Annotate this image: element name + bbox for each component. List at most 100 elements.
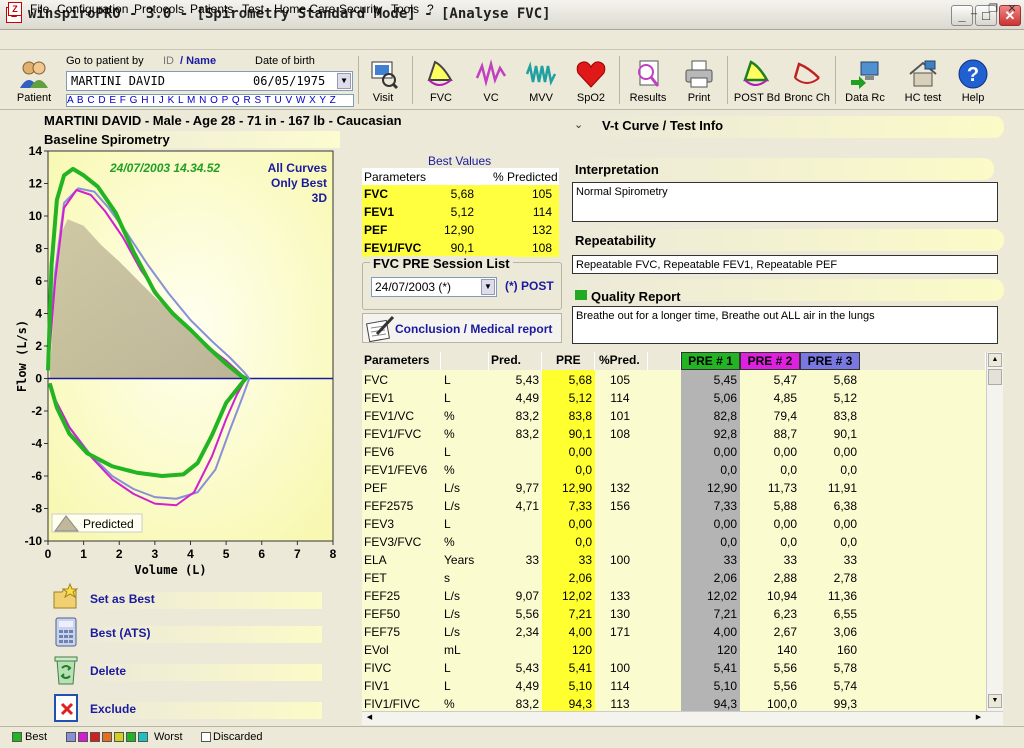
maximize-button[interactable]: □ (975, 5, 997, 26)
chevron-double-down-icon[interactable]: ⌄ (574, 119, 584, 131)
th-unit[interactable] (441, 352, 489, 370)
vc-button[interactable]: VC (465, 58, 517, 104)
post-bd-button[interactable]: POST Bd (731, 58, 783, 104)
table-cell: 5,68 (568, 373, 592, 387)
legend-worst-swatch (102, 732, 112, 742)
th-pre-1[interactable]: PRE # 1 (681, 352, 740, 370)
th-pred[interactable]: Pred. (489, 352, 542, 370)
results-button[interactable]: Results (622, 58, 674, 104)
hc-test-button[interactable]: HC test (897, 58, 949, 104)
patient-select[interactable]: MARTINI DAVID 06/05/1975 ▼ (66, 71, 353, 91)
th-pre-2[interactable]: PRE # 2 (740, 352, 800, 370)
vt-curve-bar[interactable] (594, 116, 1004, 138)
table-row[interactable]: FEV6 L 0,00 0,00 0,00 0,00 (362, 442, 986, 460)
alphabet-index[interactable]: A B C D E F G H I J K L M N O P Q R S T … (66, 94, 354, 107)
table-cell: 0,00 (773, 445, 797, 459)
table-row[interactable]: PEF L/s 9,77 12,90 132 12,90 11,73 11,91 (362, 478, 986, 496)
menu-help[interactable]: ? (427, 2, 434, 16)
chart-option-3d[interactable]: 3D (312, 191, 328, 205)
minimize-button[interactable]: _ (951, 5, 973, 26)
table-row[interactable]: FVC L 5,43 5,68 105 5,45 5,47 5,68 (362, 370, 986, 388)
table-row[interactable]: FET s 2,06 2,06 2,88 2,78 (362, 568, 986, 586)
spo2-button[interactable]: SpO2 (565, 58, 617, 104)
table-row[interactable]: ELA Years 33 33 100 33 33 33 (362, 550, 986, 568)
quality-bar (570, 279, 1004, 301)
table-row[interactable]: FIVC L 5,43 5,41 100 5,41 5,56 5,78 (362, 658, 986, 676)
table-row[interactable]: FEV3/FVC% 0,0 0,0 0,0 0,0 (362, 532, 986, 550)
help-button[interactable]: ? Help (947, 58, 999, 104)
table-cell: 3,06 (833, 625, 857, 639)
scroll-up-arrow[interactable]: ▲ (988, 353, 1002, 367)
table-row[interactable]: FEV1 L 4,49 5,12 114 5,06 4,85 5,12 (362, 388, 986, 406)
mvv-button[interactable]: MVV (515, 58, 567, 104)
table-row[interactable]: FIV1 L 4,49 5,10 114 5,10 5,56 5,74 (362, 676, 986, 694)
scroll-thumb[interactable] (988, 369, 1002, 385)
exclude-button[interactable]: Exclude (48, 692, 338, 726)
calculator-icon (55, 617, 77, 647)
chart-option-all-curves[interactable]: All Curves (268, 161, 328, 175)
horizontal-scrollbar[interactable]: ◀ ▶ (362, 711, 1003, 725)
table-cell: 105 (609, 373, 631, 387)
table-row[interactable]: EVol mL 120 120 140 160 (362, 640, 986, 658)
th-pre[interactable]: PRE (542, 352, 595, 370)
fvc-button[interactable]: FVC (415, 58, 467, 104)
th-pre-3[interactable]: PRE # 3 (800, 352, 860, 370)
session-selected-value: 24/07/2003 (*) (375, 280, 452, 294)
table-row[interactable]: FEV1/FVC% 83,2 90,1 108 92,8 88,7 90,1 (362, 424, 986, 442)
data-rc-button[interactable]: Data Rc (839, 58, 891, 104)
mdi-minimize-button[interactable]: _ (970, 3, 978, 15)
menu-test[interactable]: Test (242, 2, 265, 16)
table-row[interactable]: FEF50 L/s 5,56 7,21 130 7,21 6,23 6,55 (362, 604, 986, 622)
best-ats-button[interactable]: Best (ATS) (48, 616, 338, 650)
id-option[interactable]: ID (163, 55, 174, 67)
table-row[interactable]: FIV1/FIVC% 83,2 94,3 113 94,3 100,0 99,3 (362, 694, 986, 712)
chart-option-only-best[interactable]: Only Best (271, 176, 327, 190)
set-as-best-button[interactable]: Set as Best (48, 582, 338, 616)
table-cell: 132 (609, 481, 631, 495)
table-cell: 160 (836, 643, 857, 657)
scroll-right-arrow[interactable]: ▶ (975, 714, 982, 721)
menu-configuration[interactable]: Configuration (57, 2, 129, 16)
table-cell: 171 (609, 625, 631, 639)
close-button[interactable]: ✕ (999, 5, 1021, 26)
mdi-restore-button[interactable]: ❐ (988, 3, 998, 15)
menu-patients[interactable]: Patients (190, 2, 234, 16)
scroll-left-arrow[interactable]: ◀ (366, 714, 373, 721)
table-cell: 83,8 (833, 409, 857, 423)
conclusion-button[interactable]: Conclusion / Medical report (362, 313, 562, 343)
print-button[interactable]: Print (673, 58, 725, 104)
menu-file[interactable]: File (30, 2, 50, 16)
menu-home-care[interactable]: Home Care (274, 2, 336, 16)
vt-curve-title[interactable]: V-t Curve / Test Info (602, 118, 724, 133)
mdi-close-button[interactable]: ✕ (1007, 3, 1017, 15)
document-icon[interactable]: Z (8, 2, 22, 16)
interpretation-text[interactable]: Normal Spirometry (572, 182, 998, 222)
menu-security[interactable]: Security (339, 2, 383, 16)
visit-button[interactable]: Visit (357, 58, 409, 104)
table-cell: FIV1/FIVC (364, 697, 421, 711)
th-pct-pred[interactable]: %Pred. (595, 352, 648, 370)
quality-text[interactable]: Breathe out for a longer time, Breathe o… (572, 306, 998, 344)
table-row[interactable]: FEF75 L/s 2,34 4,00 171 4,00 2,67 3,06 (362, 622, 986, 640)
vertical-scrollbar[interactable]: ▲ ▼ (986, 352, 1003, 711)
th-parameters[interactable]: Parameters (362, 352, 441, 370)
delete-button[interactable]: Delete (48, 654, 338, 688)
name-option[interactable]: / Name (180, 55, 217, 67)
scroll-down-arrow[interactable]: ▼ (988, 694, 1002, 708)
bronc-ch-button[interactable]: Bronc Ch (781, 58, 833, 104)
table-row[interactable]: FEV3 L 0,00 0,00 0,00 0,00 (362, 514, 986, 532)
table-cell: 83,2 (515, 427, 539, 441)
chevron-down-icon[interactable]: ▼ (337, 73, 351, 89)
patient-button[interactable]: Patient (8, 58, 60, 104)
chevron-down-icon[interactable]: ▼ (481, 279, 495, 295)
menu-tools[interactable]: Tools (391, 2, 420, 16)
table-row[interactable]: FEV1/FEV6% 0,0 0,0 0,0 0,0 (362, 460, 986, 478)
menu-protocols[interactable]: Protocols (134, 2, 185, 16)
table-row[interactable]: FEF2575 L/s 4,71 7,33 156 7,33 5,88 6,38 (362, 496, 986, 514)
table-cell: 120 (716, 643, 737, 657)
table-row[interactable]: FEV1/VC% 83,2 83,8 101 82,8 79,4 83,8 (362, 406, 986, 424)
repeatability-text[interactable]: Repeatable FVC, Repeatable FEV1, Repeata… (572, 255, 998, 274)
session-select[interactable]: 24/07/2003 (*) ▼ (371, 277, 497, 297)
table-row[interactable]: FEF25 L/s 9,07 12,02 133 12,02 10,94 11,36 (362, 586, 986, 604)
